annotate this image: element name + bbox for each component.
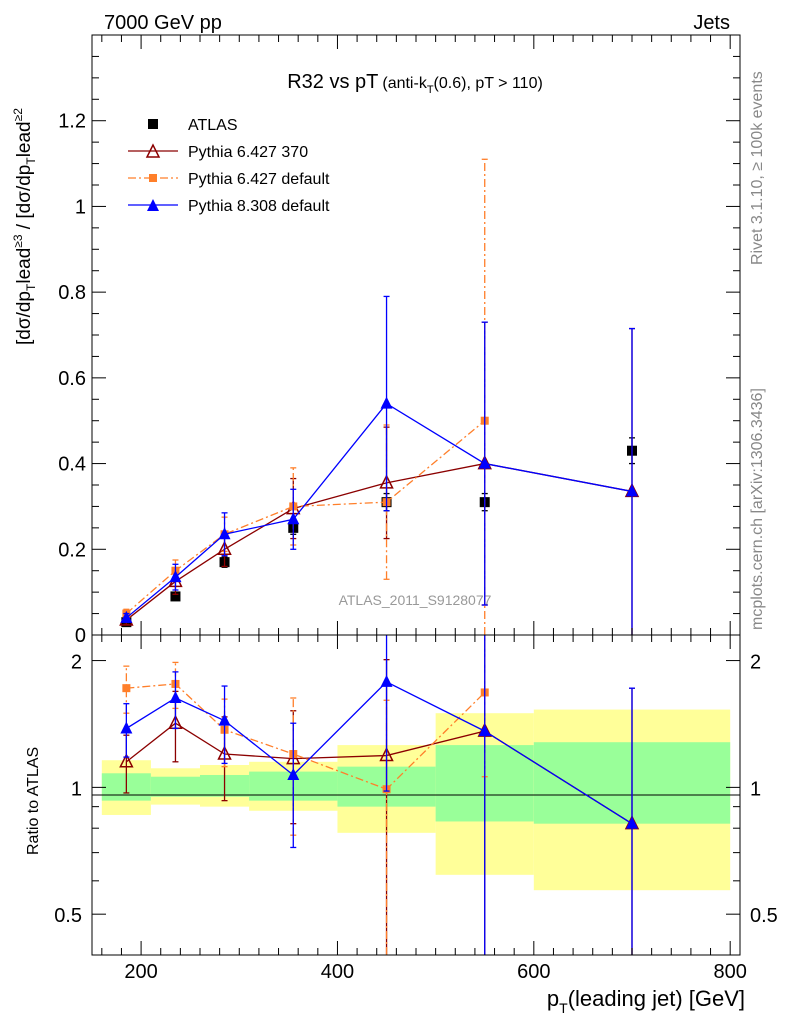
ratio-point [287,767,300,780]
legend-marker [145,143,161,158]
main-point [218,527,231,540]
x-tick-label: 200 [124,961,157,983]
chart-title-detail-tail: (0.6), pT > 110) [434,75,543,92]
main-point [170,591,181,602]
main-point [626,484,638,497]
main-y-label: [dσ/dpTlead≥3 / [dσ/dpTlead≥2 [11,108,38,345]
legend-item: Pythia 6.427 default [128,171,330,188]
ratio-y-tick-label: 2 [71,652,82,674]
legend-label: Pythia 8.308 default [188,198,330,215]
main-y-tick-label: 0 [75,625,86,647]
ratio-point [478,724,491,737]
legend-label: ATLAS [188,117,238,134]
chart-title-main: R32 vs pT [287,71,378,93]
ratio-point [380,674,393,687]
ratio-y-tick-label: 0.5 [54,905,82,927]
main-y-tick-label: 1 [75,196,86,218]
ratio-panel: 0.5 0.5 1 1 2 2 200 400 600 800 Ratio to ATLAS pT… [25,634,778,1016]
ratio-y-tick-label-right: 0.5 [750,905,778,927]
ratio-y-label: Ratio to ATLAS [25,747,42,855]
watermark: ATLAS_2011_S9128077 [339,592,492,608]
main-y-tick-label: 0.8 [58,282,86,304]
legend: ATLAS Pythia 6.427 370 Pythia 6.427 defaul… [128,117,330,215]
legend-item: Pythia 6.427 370 [128,143,308,161]
chart-title-detail: (anti-k [382,75,427,92]
main-point [169,570,182,583]
ratio-band-inner [150,776,200,797]
ratio-series [120,635,638,955]
legend-label: Pythia 6.427 370 [188,144,308,161]
ratio-series-line [126,683,486,790]
ratio-y-tick-label-right: 1 [750,778,761,800]
main-y-tick-label: 0.4 [58,454,86,476]
x-axis-label-tail: (leading jet) [GeV] [568,986,745,1011]
x-tick-label: 400 [321,961,354,983]
ratio-y-tick-label-right: 2 [750,652,761,674]
main-series [119,321,640,635]
rivet-version-label: Rivet 3.1.10, ≥ 100k events [749,71,766,265]
legend-item: Pythia 8.308 default [128,198,330,215]
header-left: 7000 GeV pp [104,12,222,34]
main-y-tick-label: 0.6 [58,368,86,390]
ratio-point [120,721,133,734]
header-right: Jets [693,12,730,34]
ratio-point [218,713,231,726]
legend-marker [147,199,159,211]
chart-title: R32 vs pT (anti-kT(0.6), pT > 110) [287,71,543,96]
ratio-y-tick-label: 1 [71,778,82,800]
main-y-tick-label: 1.2 [58,111,86,133]
main-series-line [125,420,486,615]
chart-title-detail-sub: T [427,84,434,96]
ratio-point [169,690,182,703]
main-point [380,396,393,409]
x-axis-label-sub: T [559,1000,568,1016]
mcplots-label: mcplots.cern.ch [arXiv:1306.3436] [749,388,766,630]
main-point [287,512,300,525]
legend-item: ATLAS [148,117,238,134]
main-series [120,295,638,635]
main-point [478,456,491,469]
x-axis-label: pT(leading jet) [GeV] [547,986,745,1016]
legend-marker [149,174,157,182]
main-point [120,610,133,623]
ratio-point [119,753,134,768]
legend-label: Pythia 6.427 default [188,171,330,188]
main-panel: ATLAS_2011_S9128077 0 0.2 0.4 0.6 0.8 1 1.2 R3… [11,34,741,647]
main-series-line [125,402,633,619]
main-y-tick-label: 0.2 [58,539,86,561]
x-tick-label: 800 [713,961,746,983]
x-axis-label-main: p [547,986,559,1011]
x-tick-label: 600 [517,961,550,983]
legend-marker [148,119,158,129]
ratio-point [626,816,638,829]
ratio-point [122,684,131,693]
